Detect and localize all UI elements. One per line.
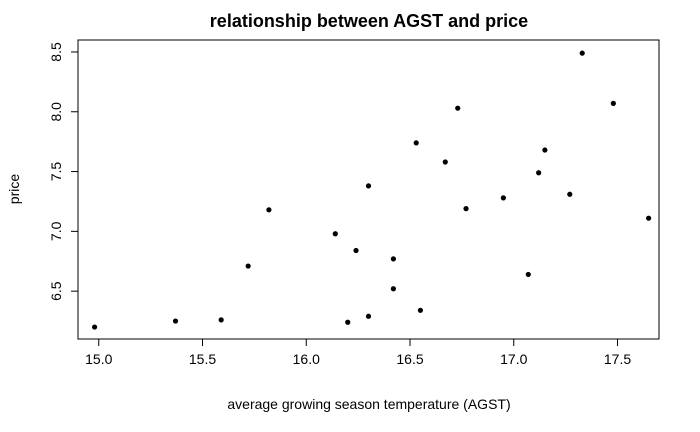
x-tick-label: 16.0 <box>293 351 320 367</box>
data-point <box>500 195 506 201</box>
data-point <box>417 307 423 313</box>
x-tick-label: 15.0 <box>85 351 112 367</box>
data-point <box>542 147 548 153</box>
data-point <box>536 170 542 176</box>
x-tick-label: 15.5 <box>189 351 216 367</box>
data-point <box>266 207 272 213</box>
data-points <box>92 50 652 330</box>
x-axis-label: average growing season temperature (AGST… <box>227 396 510 412</box>
data-point <box>579 50 585 56</box>
y-tick-label: 6.5 <box>48 281 64 301</box>
data-point <box>365 313 372 319</box>
data-point <box>455 105 461 111</box>
x-axis: 15.0 15.5 16.0 16.5 17.0 17.5 <box>85 339 631 367</box>
y-axis-label: price <box>6 174 22 205</box>
data-point <box>610 100 616 106</box>
y-tick-label: 8.0 <box>48 102 64 122</box>
y-axis: 6.5 7.0 7.5 8.0 8.5 <box>48 42 78 301</box>
data-point <box>646 215 652 221</box>
x-tick-label: 16.5 <box>396 351 423 367</box>
plot-frame <box>77 39 660 340</box>
data-point <box>525 271 531 278</box>
y-tick-label: 7.0 <box>48 221 64 241</box>
data-point <box>463 206 469 212</box>
chart-title: relationship between AGST and price <box>210 11 528 31</box>
data-point <box>353 247 359 254</box>
data-point <box>442 159 448 165</box>
data-point <box>345 319 351 325</box>
y-tick-label: 7.5 <box>48 162 64 182</box>
x-tick-label: 17.5 <box>604 351 631 367</box>
y-tick-label: 8.5 <box>48 42 64 62</box>
data-point <box>413 140 419 146</box>
data-point <box>365 183 372 189</box>
data-point <box>172 318 179 324</box>
x-tick-label: 17.0 <box>500 351 527 367</box>
data-point <box>218 317 224 323</box>
data-point <box>390 286 396 292</box>
data-point <box>567 191 573 197</box>
data-point <box>245 263 251 269</box>
data-point <box>332 231 338 237</box>
data-point <box>92 324 98 330</box>
data-point <box>390 256 396 262</box>
